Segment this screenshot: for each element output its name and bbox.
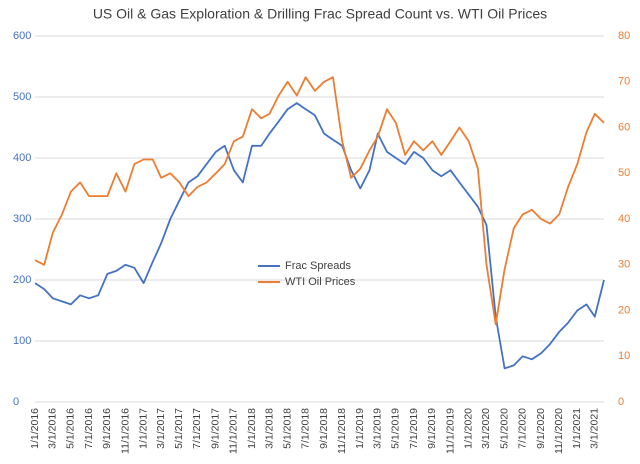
x-tick-label: 11/1/2017 [228,408,240,454]
x-tick-label: 3/1/2017 [155,408,167,449]
y2-tick-label: 20 [618,304,630,316]
x-tick-label: 11/1/2016 [119,408,131,454]
y-tick-label: 300 [13,213,31,225]
x-tick-label: 7/1/2016 [83,408,95,449]
x-tick-label: 5/1/2016 [65,408,77,449]
y-tick-label: 100 [13,335,31,347]
x-tick-label: 5/1/2019 [390,408,402,449]
chart-title: US Oil & Gas Exploration & Drilling Frac… [93,6,547,22]
x-tick-label: 7/1/2017 [191,408,203,449]
x-tick-label: 11/1/2018 [336,408,348,454]
x-tick-label: 7/1/2018 [299,408,311,449]
x-tick-label: 1/1/2021 [571,408,583,449]
y2-tick-label: 30 [618,259,630,271]
x-tick-label: 9/1/2020 [535,408,547,449]
legend-label: Frac Spreads [285,260,352,272]
x-tick-label: 3/1/2016 [47,408,59,449]
y2-tick-label: 50 [618,167,630,179]
x-tick-label: 3/1/2019 [372,408,384,449]
y2-tick-label: 10 [618,350,630,362]
x-tick-label: 1/1/2018 [246,408,258,449]
x-tick-label: 7/1/2020 [516,408,528,449]
series-line [34,76,605,326]
x-tick-label: 5/1/2018 [281,408,293,449]
y-tick-label: 200 [13,274,31,286]
y2-tick-label: 70 [618,76,630,88]
y-tick-label: 400 [13,152,31,164]
y-tick-label: 600 [13,30,31,42]
x-tick-label: 3/1/2018 [263,408,275,449]
x-tick-label: 3/1/2021 [589,408,601,449]
x-tick-label: 1/1/2017 [137,408,149,449]
y-tick-label: 0 [13,396,19,408]
x-tick-label: 5/1/2020 [498,408,510,449]
x-tick-label: 1/1/2020 [462,408,474,449]
y-tick-label: 500 [13,91,31,103]
y2-tick-label: 0 [618,396,624,408]
x-tick-label: 5/1/2017 [173,408,185,449]
series-line [34,102,605,370]
x-tick-label: 7/1/2019 [408,408,420,449]
x-tick-label: 9/1/2018 [318,408,330,449]
y2-tick-label: 80 [618,30,630,42]
y2-tick-label: 40 [618,213,630,225]
x-tick-label: 11/1/2019 [444,408,456,454]
y2-tick-label: 60 [618,121,630,133]
x-tick-label: 9/1/2017 [210,408,222,449]
x-tick-label: 1/1/2016 [29,408,41,449]
x-tick-label: 9/1/2019 [426,408,438,449]
x-tick-label: 9/1/2016 [101,408,113,449]
x-tick-label: 1/1/2019 [354,408,366,449]
legend-label: WTI Oil Prices [285,276,356,288]
x-tick-label: 11/1/2020 [553,408,565,454]
x-tick-label: 3/1/2020 [480,408,492,449]
